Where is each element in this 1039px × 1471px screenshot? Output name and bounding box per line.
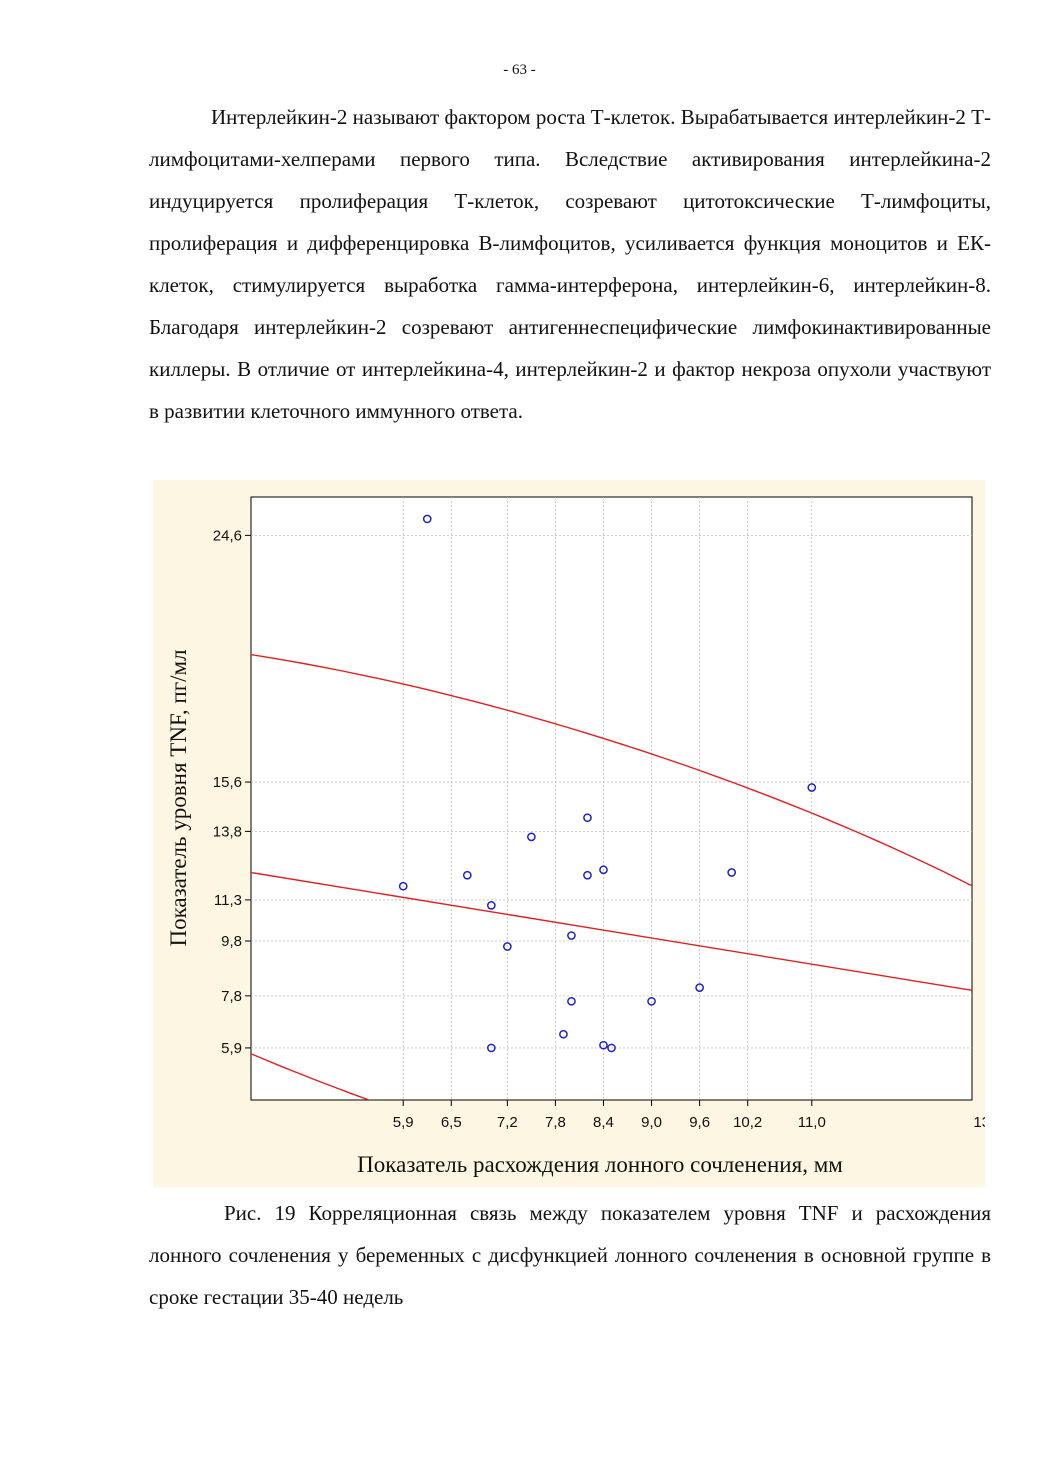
data-point: [486, 901, 496, 910]
plot-area: [250, 496, 973, 1101]
x-tick-label: 6,5: [441, 1114, 462, 1131]
data-point: [527, 832, 536, 842]
tick-labels: 5,9 6,5 7,2 7,8 8,4 9,0 9,6 10,2 11,0 13,2 5,9 7,8 9…: [213, 527, 985, 1131]
data-point: [422, 514, 432, 524]
y-tick-label: 11,3: [214, 892, 242, 909]
x-tick-label: 10,2: [733, 1114, 762, 1131]
data-point: [607, 1043, 616, 1053]
y-tick-label: 15,6: [213, 774, 242, 791]
data-point: [567, 931, 576, 940]
data-point: [599, 865, 608, 875]
data-point: [559, 1029, 568, 1039]
x-tick-label: 13,2: [973, 1114, 985, 1131]
x-tick-label: 11,0: [798, 1114, 826, 1131]
page-number: - 63 -: [503, 62, 536, 78]
data-point: [462, 870, 472, 880]
y-tick-label: 5,9: [221, 1040, 242, 1057]
data-point: [599, 1040, 608, 1050]
data-point: [503, 942, 512, 951]
axis-ticks: [245, 534, 813, 1106]
data-point: [583, 813, 592, 823]
scatter-figure: 5,9 6,5 7,2 7,8 8,4 9,0 9,6 10,2 11,0 13,2 5,9 7,8 9…: [153, 480, 985, 1187]
y-tick-label: 13,8: [213, 823, 242, 840]
regression-line: [251, 871, 972, 992]
x-tick-label: 8,4: [593, 1114, 614, 1131]
x-tick-label: 7,2: [497, 1114, 518, 1131]
data-point: [398, 881, 408, 891]
grid-lines: [251, 497, 972, 1100]
scatter-chart: 5,9 6,5 7,2 7,8 8,4 9,0 9,6 10,2 11,0 13,2 5,9 7,8 9…: [166, 496, 985, 1177]
data-point: [727, 868, 737, 877]
data-point: [984, 959, 985, 966]
data-point: [486, 1043, 496, 1053]
x-tick-label: 5,9: [393, 1114, 414, 1131]
data-point: [583, 870, 592, 880]
body-paragraph: Интерлейкин-2 называют фактором роста Т-…: [149, 105, 991, 423]
figure-caption: Рис. 19 Корреляционная связь между показ…: [149, 1201, 991, 1309]
y-tick-label: 9,8: [221, 933, 242, 950]
x-tick-label: 7,8: [545, 1114, 566, 1131]
data-point: [647, 996, 656, 1006]
y-axis-label: Показатель уровня TNF, пг/мл: [166, 649, 191, 946]
data-points: [398, 514, 985, 1053]
x-tick-label: 9,0: [641, 1114, 662, 1131]
x-axis-label: Показатель расхождения лонного сочленени…: [357, 1152, 843, 1177]
data-point: [567, 996, 576, 1006]
data-point: [695, 983, 704, 992]
data-point: [807, 783, 817, 792]
y-tick-label: 7,8: [221, 988, 242, 1005]
x-tick-label: 9,6: [689, 1114, 710, 1131]
y-tick-label: 24,6: [213, 527, 242, 544]
